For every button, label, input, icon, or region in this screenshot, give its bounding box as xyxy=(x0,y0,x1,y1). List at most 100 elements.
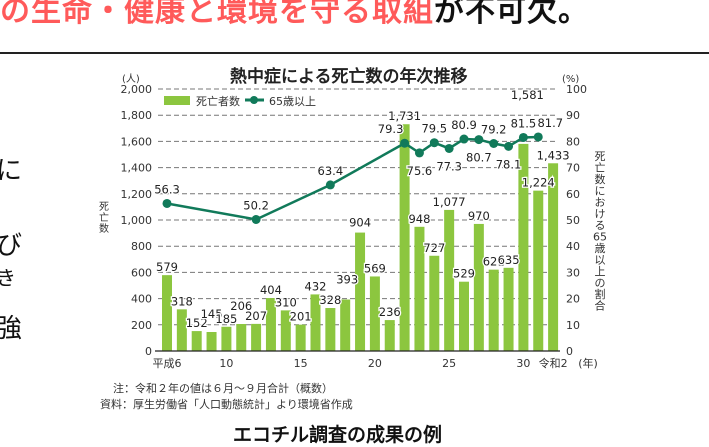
bar-value-label: 970 xyxy=(468,209,490,223)
y2-axis-label-char: 上 xyxy=(595,265,606,278)
line-marker xyxy=(251,214,261,224)
y2-tick-label: 70 xyxy=(566,162,580,175)
bar-value-label: 201 xyxy=(290,310,312,324)
y-tick-label: 1,400 xyxy=(121,162,153,175)
bar-value-label: 948 xyxy=(408,212,430,226)
x-tick-label: 30 xyxy=(516,357,530,370)
y2-tick-label: 20 xyxy=(566,293,580,306)
bar-value-label: 432 xyxy=(305,279,327,293)
bar xyxy=(429,255,440,351)
y-tick-label: 1,600 xyxy=(121,135,153,148)
line-path xyxy=(166,135,539,221)
line-marker xyxy=(162,198,172,208)
bar-value-label: 1,224 xyxy=(522,176,555,190)
bar xyxy=(340,299,351,351)
bar-value-label: 185 xyxy=(215,312,237,326)
bar xyxy=(236,324,247,351)
headline-red: の生命・健康と環境を守る取組 xyxy=(0,0,434,29)
y2-axis-label-char: 65 xyxy=(593,231,607,244)
bar-value-label: 310 xyxy=(275,295,297,309)
line-value-label: 63.4 xyxy=(318,164,344,178)
bar xyxy=(310,294,321,351)
y2-axis-label-char: 割 xyxy=(595,287,606,301)
bar xyxy=(280,310,291,351)
bar-value-label: 1,581 xyxy=(511,88,544,102)
left-text-fragment: き xyxy=(0,266,16,290)
section-subtitle: エコチル調査の成果の例 xyxy=(233,424,443,446)
y2-tick-label: 80 xyxy=(566,135,580,148)
line-marker xyxy=(533,132,543,142)
y2-tick-label: 10 xyxy=(566,319,580,332)
y2-axis-label-char: る xyxy=(595,219,606,232)
y-tick-label: 200 xyxy=(131,319,152,332)
x-axis-unit: (年) xyxy=(578,356,598,370)
bar-value-label: 1,077 xyxy=(433,195,466,209)
line-value-label: 79.5 xyxy=(421,122,447,136)
bar xyxy=(325,308,336,351)
y-tick-label: 1,000 xyxy=(121,214,153,227)
bar xyxy=(533,190,544,351)
bar xyxy=(399,124,410,351)
divider xyxy=(0,52,709,54)
y2-tick-label: 0 xyxy=(566,345,573,358)
y2-axis-label-char: の xyxy=(595,277,606,290)
bar-value-label: 529 xyxy=(453,267,475,281)
chart-source: 資料：厚生労働省「人口動態統計」より環境省作成 xyxy=(100,398,353,411)
bar-value-label: 145 xyxy=(201,307,223,321)
line-value-label: 75.6 xyxy=(407,164,433,178)
line-value-label: 79.3 xyxy=(378,122,404,136)
y2-tick-label: 60 xyxy=(566,188,580,201)
line-value-label: 80.9 xyxy=(451,118,477,132)
line-value-label: 81.5 xyxy=(511,116,537,130)
y-tick-label: 2,000 xyxy=(121,83,153,96)
bar xyxy=(488,269,499,351)
line-value-label: 77.3 xyxy=(436,159,462,173)
y2-axis-label-char: け xyxy=(595,208,606,221)
y2-axis-label-char: 亡 xyxy=(595,161,606,175)
bar-value-label: 393 xyxy=(336,273,358,287)
y2-tick-label: 30 xyxy=(566,266,580,279)
bar xyxy=(518,143,529,351)
legend: 死亡者数 65歳以上 xyxy=(164,94,316,108)
bar xyxy=(384,320,395,351)
x-tick-label: 25 xyxy=(442,357,456,370)
y2-tick-label: 40 xyxy=(566,240,580,253)
left-text-fragment: に xyxy=(0,156,23,186)
bar-value-label: 621 xyxy=(483,255,505,269)
bar-value-label: 206 xyxy=(230,299,252,313)
bar xyxy=(548,163,559,351)
bar-value-label: 318 xyxy=(171,294,193,308)
legend-line-label: 65歳以上 xyxy=(269,95,316,108)
bar-value-label: 236 xyxy=(379,305,401,319)
y2-tick-label: 50 xyxy=(566,214,580,227)
bar xyxy=(191,331,202,351)
line-value-label: 81.7 xyxy=(537,116,563,130)
bar xyxy=(162,275,172,351)
line-marker xyxy=(325,180,335,190)
y2-axis-label-char: 数 xyxy=(595,173,606,186)
bar xyxy=(473,223,484,351)
bar xyxy=(295,324,306,351)
bar xyxy=(414,226,425,351)
bar-value-label: 579 xyxy=(156,260,178,274)
chart-note: 注：令和２年の値は６月〜９月合計（概数） xyxy=(113,382,333,395)
line-value-label: 79.2 xyxy=(481,122,507,136)
y2-axis-label-char: 以 xyxy=(595,254,606,267)
x-tick-label: 令和2 xyxy=(539,356,568,370)
axes: 02004006008001,0001,2001,4001,6001,8002,… xyxy=(121,83,598,370)
bar-value-label: 328 xyxy=(319,293,341,307)
line-value-label: 80.7 xyxy=(466,151,492,165)
y-axis-label-char: 死 xyxy=(99,202,109,213)
line-marker xyxy=(474,135,484,145)
bars xyxy=(162,124,559,351)
legend-bar-label: 死亡者数 xyxy=(196,94,240,108)
bar xyxy=(265,298,276,351)
left-text-fragment: 強 xyxy=(0,314,23,344)
line-value-label: 50.2 xyxy=(243,198,269,212)
y-axis-label-char: 数 xyxy=(99,222,109,235)
y-axis-label-char: 亡 xyxy=(99,211,109,224)
y2-axis-label-char: 合 xyxy=(595,299,606,313)
bar xyxy=(355,232,366,351)
